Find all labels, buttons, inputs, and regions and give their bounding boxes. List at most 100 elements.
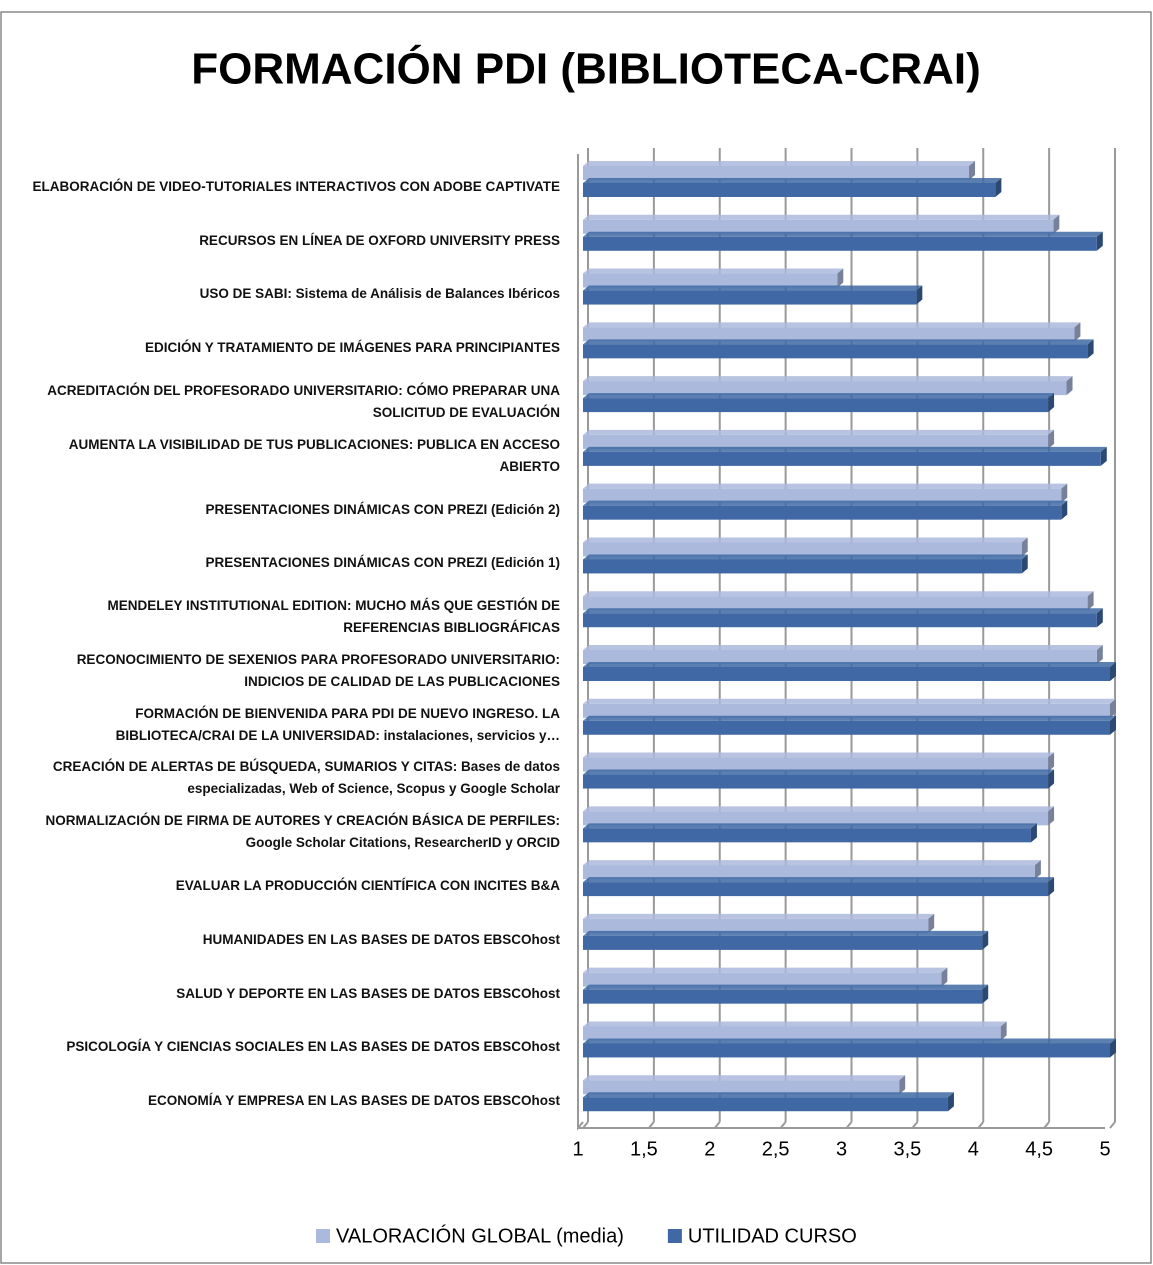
bar-side	[1096, 608, 1103, 628]
category-label: ACREDITACIÓN DEL PROFESORADO UNIVERSITAR…	[47, 382, 560, 420]
bar-top	[583, 483, 1068, 489]
grid-floor	[977, 1121, 985, 1129]
grid-floor	[582, 1121, 589, 1129]
bar	[583, 398, 1049, 413]
bar	[583, 667, 1110, 681]
bar	[583, 596, 1088, 611]
bar-side	[1030, 823, 1037, 843]
bar-side	[1066, 376, 1073, 396]
bar-side	[1048, 877, 1055, 897]
bar-top	[583, 285, 923, 291]
bar-top	[583, 322, 1081, 328]
bar	[583, 972, 942, 987]
bar-side	[1048, 429, 1055, 449]
category-label: EVALUAR LA PRODUCCIÓN CIENTÍFICA CON INC…	[175, 877, 560, 893]
legend-label: VALORACIÓN GLOBAL (media)	[336, 1224, 624, 1247]
bar-side	[1087, 339, 1094, 359]
bar-side	[1074, 322, 1081, 342]
grid-floor	[713, 1121, 721, 1129]
bar-top	[583, 554, 1028, 560]
bar-side	[947, 1092, 954, 1112]
legend-swatch	[667, 1229, 682, 1243]
bar-top	[583, 715, 1116, 721]
x-tick-label: 2,5	[762, 1138, 790, 1160]
bar-side	[1000, 1021, 1007, 1041]
bar	[583, 559, 1022, 574]
bar	[583, 989, 983, 1004]
bar-top	[583, 214, 1060, 220]
bar	[583, 451, 1101, 466]
category-label: MENDELEY INSTITUTIONAL EDITION: MUCHO MÁ…	[107, 598, 560, 636]
bar	[583, 505, 1062, 520]
bar-side	[969, 161, 976, 180]
bar-side	[1110, 1038, 1116, 1058]
grid-floor	[648, 1121, 655, 1129]
bar	[583, 183, 996, 197]
bar-top	[583, 161, 976, 166]
bar	[583, 542, 1022, 557]
legend-swatch	[316, 1229, 330, 1243]
bar	[583, 1026, 1001, 1041]
bar-top	[583, 1092, 954, 1098]
bar-side	[1048, 752, 1055, 772]
grid-floor	[845, 1121, 853, 1129]
bar	[583, 290, 917, 305]
bar-top	[583, 1038, 1116, 1044]
bar-top	[583, 913, 935, 919]
bar-top	[583, 429, 1055, 435]
bar-side	[1061, 500, 1068, 520]
bar-side	[1096, 231, 1103, 251]
x-tick-label: 2	[704, 1138, 715, 1160]
bar-side	[1100, 446, 1107, 466]
bar	[583, 828, 1031, 843]
bar	[583, 166, 970, 180]
bar	[583, 219, 1054, 234]
bar	[583, 327, 1075, 342]
bar-top	[583, 645, 1103, 650]
chart-title: FORMACIÓN PDI (BIBLIOTECA-CRAI)	[191, 44, 981, 94]
x-tick-label: 3	[836, 1138, 847, 1160]
bar-top	[583, 698, 1116, 704]
bar	[583, 703, 1110, 718]
bar-side	[899, 1075, 906, 1095]
bar-side	[1110, 715, 1116, 735]
bar	[583, 381, 1067, 396]
category-label: PRESENTACIONES DINÁMICAS CON PREZI (Edic…	[205, 555, 560, 571]
category-label: USO DE SABI: Sistema de Análisis de Bala…	[199, 286, 560, 302]
bar-side	[982, 984, 989, 1004]
bar-top	[583, 376, 1073, 382]
bar	[583, 1043, 1110, 1058]
grid-floor	[911, 1121, 919, 1129]
bar-top	[583, 591, 1094, 597]
bar-side	[1021, 537, 1028, 557]
bar-side	[1087, 591, 1094, 611]
bar-side	[928, 913, 935, 933]
bar	[583, 882, 1049, 897]
category-label: RECONOCIMIENTO DE SEXENIOS PARA PROFESOR…	[76, 651, 560, 689]
bar-side	[1061, 483, 1068, 503]
bar-side	[916, 285, 923, 305]
bar-top	[583, 806, 1055, 812]
bar-top	[583, 823, 1037, 829]
grid-floor	[779, 1121, 787, 1129]
bar	[583, 1097, 948, 1112]
x-tick-label: 1	[572, 1138, 583, 1160]
bar	[583, 344, 1088, 359]
bar-side	[1034, 860, 1041, 880]
bar-top	[583, 537, 1028, 543]
bar-top	[583, 662, 1116, 667]
bar-top	[583, 967, 948, 973]
bar	[583, 918, 929, 933]
bar	[583, 774, 1049, 789]
bar-top	[583, 500, 1068, 506]
bar-side	[982, 930, 989, 950]
bar	[583, 720, 1110, 735]
x-tick-label: 3,5	[893, 1138, 921, 1160]
bar-top	[583, 752, 1055, 758]
bar	[583, 434, 1049, 449]
category-label: PRESENTACIONES DINÁMICAS CON PREZI (Edic…	[205, 501, 560, 517]
bar	[583, 811, 1049, 826]
bar-top	[583, 769, 1055, 775]
